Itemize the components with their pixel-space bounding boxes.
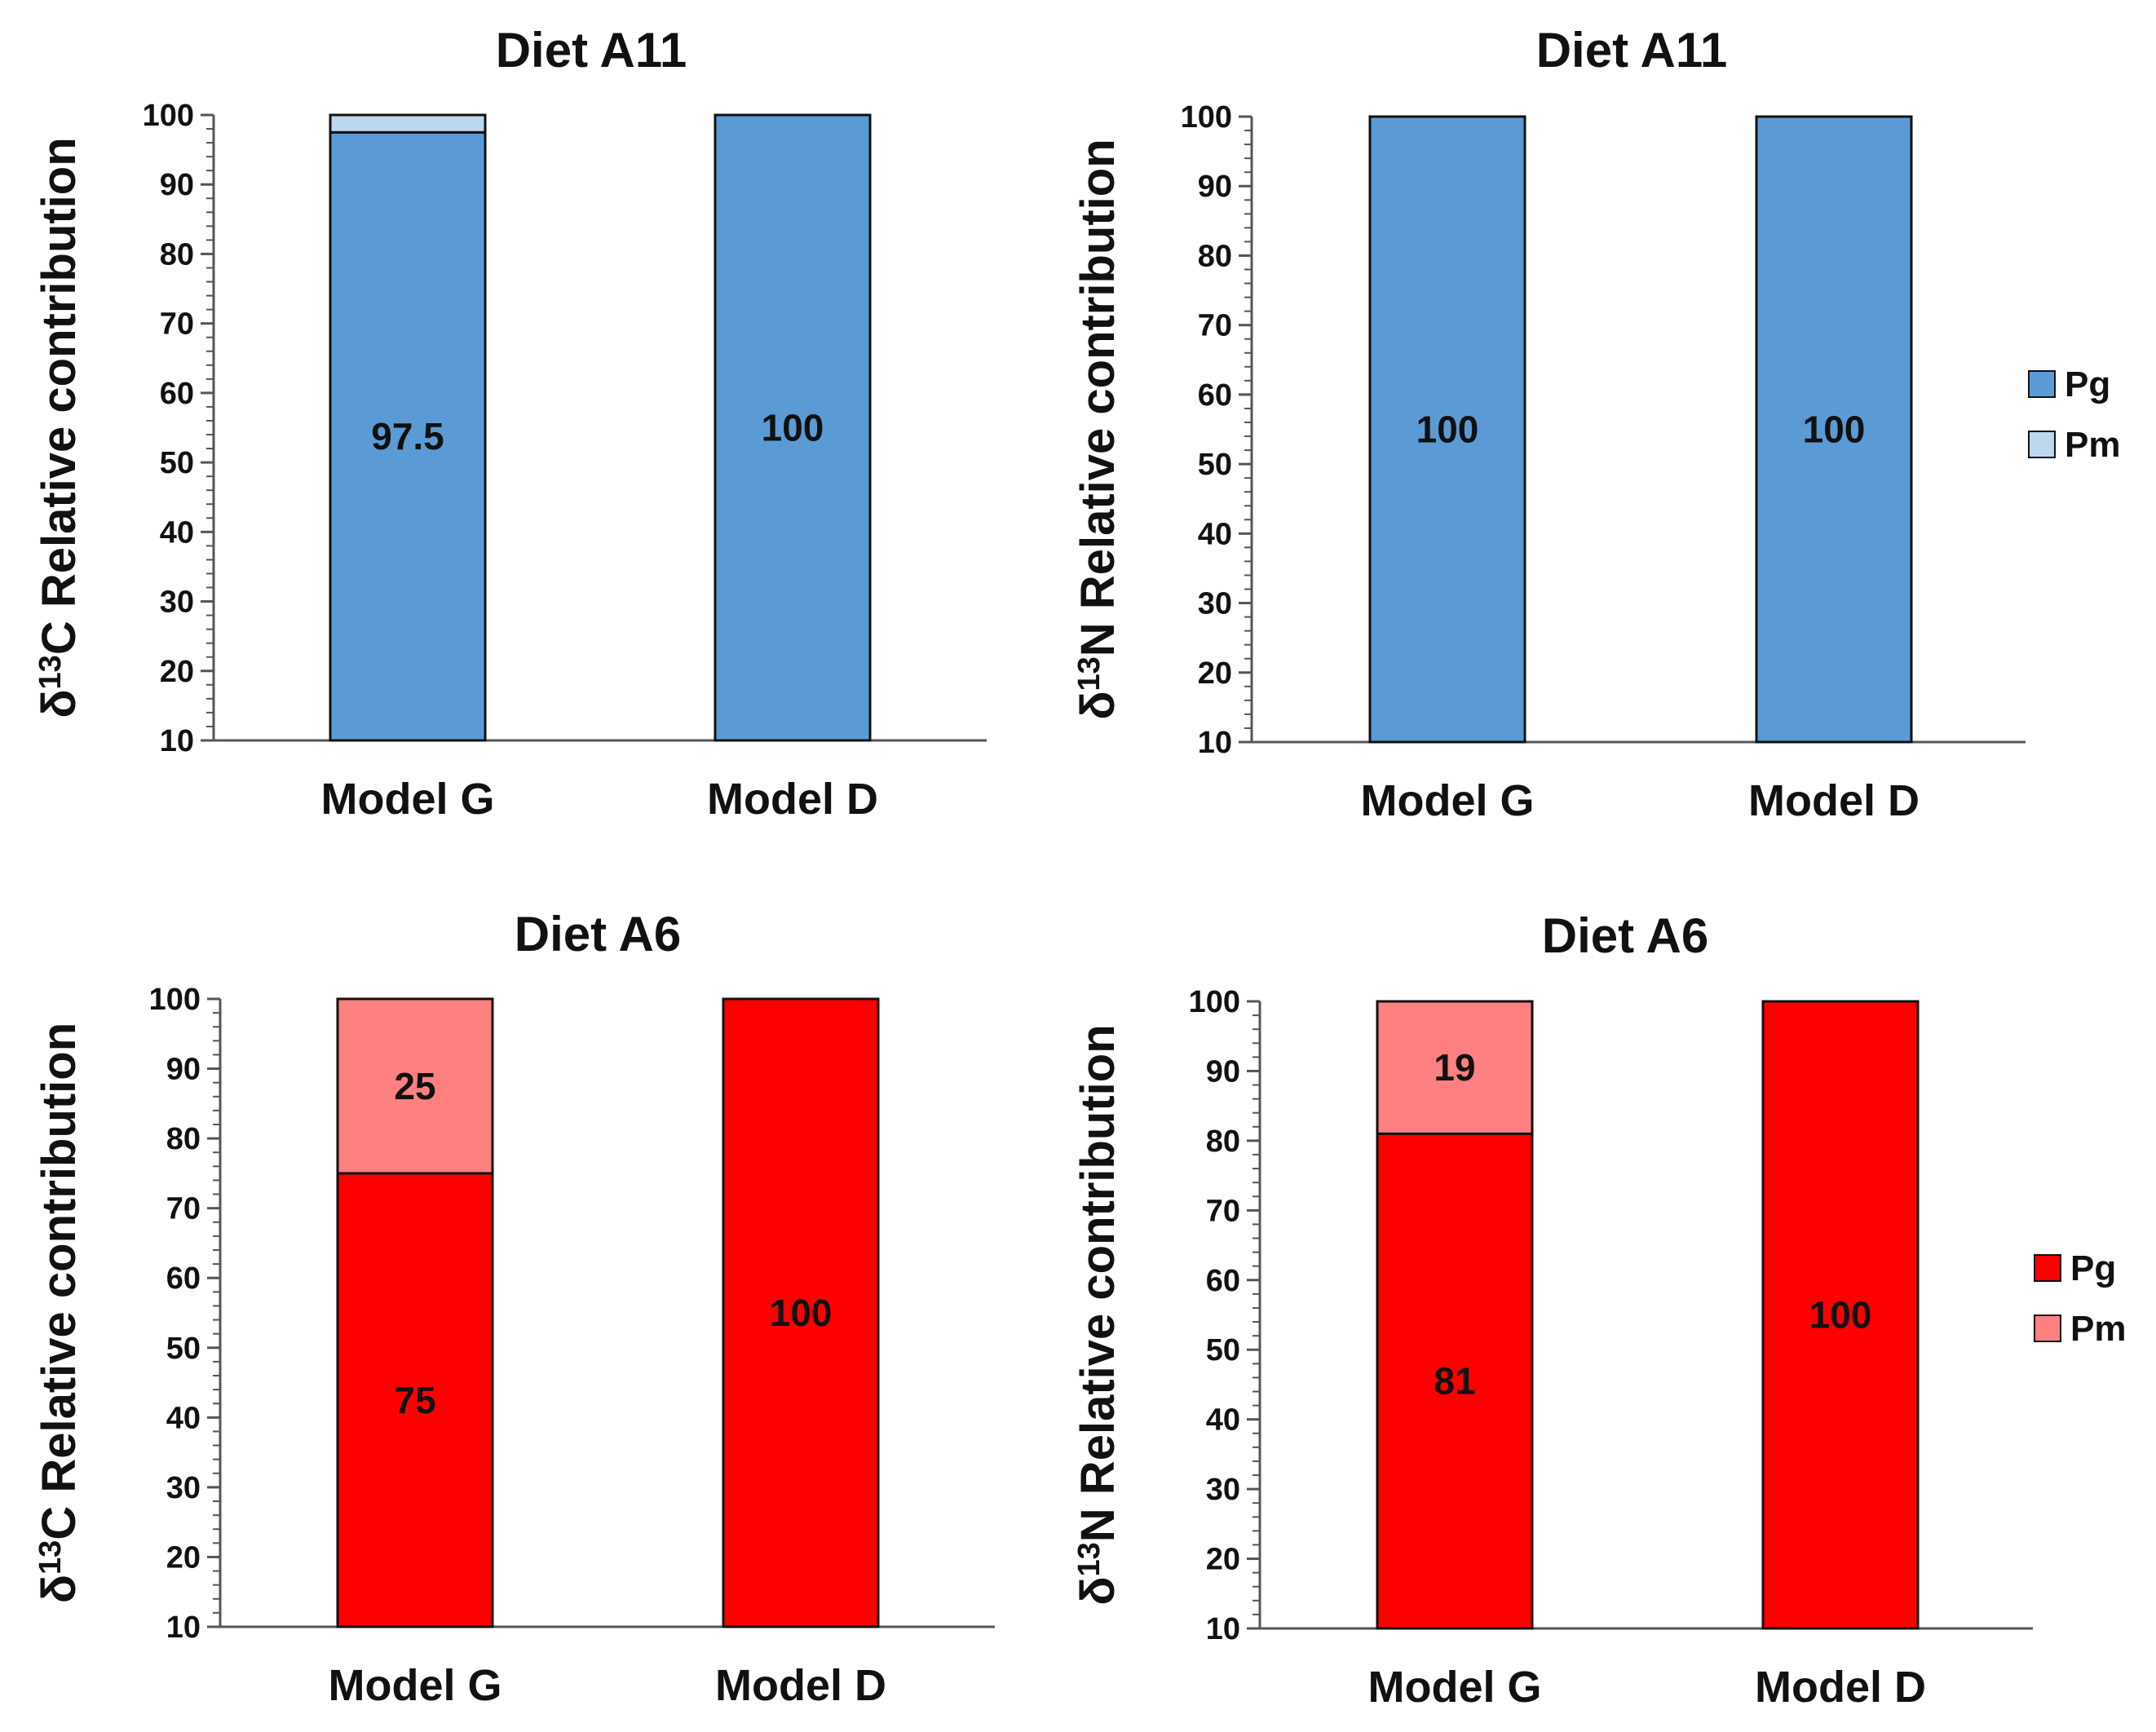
- y-tick-label: 40: [1198, 517, 1232, 551]
- y-tick-label: 50: [160, 446, 194, 480]
- data-label: 100: [762, 407, 824, 449]
- y-tick-label: 100: [1189, 985, 1240, 1019]
- x-tick-label: Model G: [329, 1661, 502, 1710]
- chart-panel-4: Diet A6 δ13N Relative contribution 10 20 30 4…: [1071, 908, 2033, 1712]
- data-label: 19: [1434, 1046, 1475, 1089]
- data-label: 81: [1434, 1360, 1475, 1403]
- chart-panel-2: Diet A11 δ13N Relative contribution 10 20 30…: [1071, 23, 2026, 825]
- legend: Pg Pm: [2034, 1248, 2126, 1349]
- y-axis-label: δ13C Relative contribution: [33, 137, 86, 718]
- y-tick-label: 100: [1181, 100, 1232, 135]
- y-tick-label: 10: [160, 724, 194, 758]
- y-tick-label: 10: [166, 1610, 201, 1645]
- legend-swatch-pg: [2034, 1254, 2061, 1282]
- y-tick-label: 20: [160, 655, 194, 689]
- y-tick-label: 60: [1206, 1264, 1240, 1298]
- bar-pg: [1376, 1132, 1534, 1630]
- y-tick-label: 40: [160, 515, 194, 550]
- chart-panel-1: Diet A11 δ13C Relative contribution 10 20 30…: [33, 23, 987, 824]
- chart-title: Diet A6: [515, 907, 682, 961]
- chart-title: Diet A11: [1536, 23, 1728, 77]
- y-tick-label: 70: [160, 307, 194, 342]
- data-label: 100: [770, 1292, 833, 1334]
- y-tick-label: 70: [166, 1192, 201, 1226]
- bar-pg: [1368, 115, 1526, 744]
- y-axis-label: δ13N Relative contribution: [1071, 1024, 1124, 1605]
- y-tick-label: 60: [160, 377, 194, 411]
- y-tick-label: 90: [160, 168, 194, 202]
- legend-swatch-pm: [2028, 431, 2056, 458]
- y-tick-label: 50: [1198, 448, 1232, 482]
- y-tick-label: 20: [166, 1540, 201, 1575]
- legend-swatch-pm: [2034, 1314, 2061, 1342]
- x-tick-label: Model D: [707, 775, 878, 824]
- y-tick-label: 90: [166, 1053, 201, 1087]
- x-tick-label: Model D: [715, 1661, 886, 1710]
- bar-pg: [722, 997, 880, 1628]
- chart-panel-3: Diet A6 δ13C Relative contribution 10 20 30 4…: [33, 907, 995, 1710]
- y-tick-label: 30: [166, 1471, 201, 1505]
- legend-label-pg: Pg: [2065, 365, 2110, 404]
- legend-label-pg: Pg: [2070, 1248, 2116, 1288]
- y-tick-label: 20: [1198, 656, 1232, 691]
- bar-pm: [336, 997, 494, 1175]
- data-label: 100: [1416, 409, 1479, 451]
- y-tick-label: 50: [166, 1332, 201, 1366]
- y-tick-label: 30: [1206, 1473, 1240, 1507]
- x-tick-label: Model D: [1748, 776, 1920, 825]
- y-tick-label: 40: [166, 1401, 201, 1435]
- y-tick-label: 40: [1206, 1403, 1240, 1438]
- y-tick-label: 70: [1198, 309, 1232, 343]
- y-tick-label: 100: [149, 983, 201, 1017]
- data-label: 100: [1809, 1294, 1872, 1337]
- chart-title: Diet A11: [496, 23, 687, 77]
- y-tick-label: 30: [160, 585, 194, 620]
- y-tick-label: 30: [1198, 587, 1232, 621]
- y-axis-label: δ13C Relative contribution: [33, 1023, 86, 1603]
- y-tick-label: 80: [160, 237, 194, 272]
- data-label: 75: [394, 1379, 435, 1421]
- bar-pm: [1376, 1000, 1534, 1135]
- data-label: 100: [1803, 409, 1866, 451]
- x-tick-label: Model G: [1368, 1663, 1542, 1712]
- y-tick-label: 10: [1198, 726, 1232, 760]
- bar-pg: [1761, 1000, 1920, 1630]
- y-tick-label: 20: [1206, 1543, 1240, 1577]
- bar-pg: [329, 130, 487, 742]
- y-tick-label: 60: [1198, 378, 1232, 413]
- y-tick-label: 80: [166, 1122, 201, 1156]
- x-tick-label: Model G: [321, 775, 495, 824]
- y-tick-label: 50: [1206, 1333, 1240, 1367]
- data-label: 25: [394, 1065, 435, 1107]
- data-label: 97.5: [371, 415, 444, 457]
- y-tick-label: 60: [166, 1261, 201, 1296]
- x-tick-label: Model D: [1755, 1663, 1926, 1712]
- bar-pg: [714, 113, 872, 742]
- chart-title: Diet A6: [1542, 908, 1709, 963]
- y-tick-label: 80: [1206, 1124, 1240, 1159]
- y-tick-label: 10: [1206, 1612, 1240, 1646]
- y-tick-label: 90: [1206, 1054, 1240, 1089]
- y-axis-label: δ13N Relative contribution: [1071, 139, 1124, 719]
- bar-pg: [336, 1172, 494, 1628]
- y-tick-label: 80: [1198, 239, 1232, 273]
- bar-pm: [329, 113, 487, 134]
- y-tick-label: 100: [143, 99, 194, 133]
- legend-label-pm: Pm: [2070, 1309, 2126, 1349]
- y-tick-label: 90: [1198, 170, 1232, 204]
- legend: Pg Pm: [2028, 365, 2120, 465]
- legend-label-pm: Pm: [2065, 425, 2120, 465]
- x-tick-label: Model G: [1361, 776, 1535, 825]
- legend-swatch-pg: [2028, 370, 2056, 398]
- bar-pg: [1755, 115, 1913, 744]
- y-tick-label: 70: [1206, 1194, 1240, 1228]
